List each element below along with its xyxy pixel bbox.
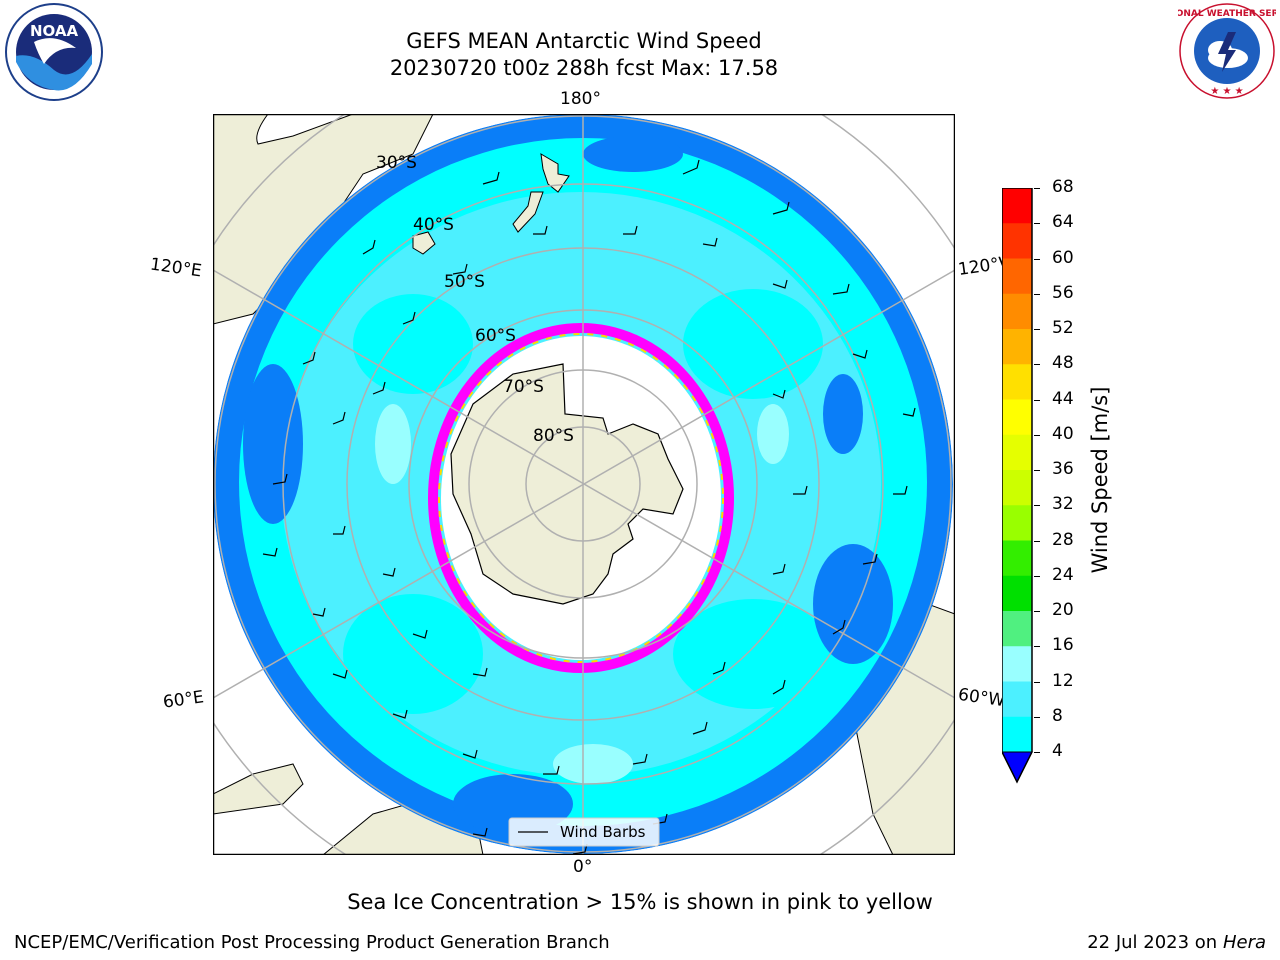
lon-label-60e: 60°E (161, 687, 206, 713)
polar-map: 30°S 40°S 50°S 60°S 70°S 80°S Wind Barbs (142, 43, 1024, 925)
colorbar-segment (1002, 646, 1032, 682)
lat-label-60s: 60°S (475, 326, 516, 346)
lat-label-30s: 30°S (376, 153, 417, 173)
land-antarctica (450, 363, 684, 605)
map-canvas: 30°S 40°S 50°S 60°S 70°S 80°S Wind Barbs (142, 43, 1024, 925)
colorbar-extend-triangle (1001, 751, 1033, 784)
footer-date: 22 Jul 2023 on Hera (1087, 932, 1266, 953)
colorbar-segment (1002, 575, 1032, 612)
colorbar-segment (1002, 258, 1032, 295)
colorbar-tick-mark (1034, 258, 1040, 260)
land-tasmania (412, 231, 436, 255)
colorbar-segment (1002, 540, 1032, 577)
colorbar-tick-label: 60 (1052, 247, 1074, 268)
colorbar-tick-mark (1034, 646, 1040, 648)
colorbar-tick-mark (1034, 716, 1040, 718)
nws-logo-text: NATIONAL WEATHER SERVICE (1178, 9, 1276, 19)
colorbar-segment (1002, 364, 1032, 400)
colorbar-tick-mark (1034, 681, 1040, 683)
colorbar-tick-mark (1034, 505, 1040, 507)
footer-date-text: 22 Jul 2023 on (1087, 932, 1223, 953)
legend-label: Wind Barbs (560, 823, 646, 841)
map-frame (212, 113, 956, 856)
sea-ice-note: Sea Ice Concentration > 15% is shown in … (347, 890, 933, 914)
colorbar-tick-mark (1034, 575, 1040, 577)
lat-label-40s: 40°S (413, 215, 454, 235)
noaa-logo-text: NOAA (30, 22, 79, 40)
colorbar-tick-label: 48 (1052, 353, 1074, 374)
colorbar-tick-mark (1034, 611, 1040, 612)
colorbar-segment (1002, 470, 1032, 506)
colorbar-tick-label: 20 (1052, 600, 1074, 620)
colorbar-label: Wind Speed [m/s] (1088, 386, 1112, 574)
chart-subtitle: 20230720 t00z 288h fcst Max: 17.58 (389, 56, 779, 80)
colorbar-segment (1002, 223, 1032, 259)
colorbar-tick-mark (1034, 223, 1040, 225)
lon-label-180: 180° (560, 89, 601, 109)
footer-credit: NCEP/EMC/Verification Post Processing Pr… (14, 932, 610, 953)
colorbar-svg (1001, 187, 1033, 784)
colorbar-tick-label: 68 (1052, 177, 1074, 197)
colorbar-ticks: 68 64 60 56 52 48 44 40 36 32 28 24 20 16 12 8 4 (1034, 0, 1094, 960)
colorbar-segment (1002, 611, 1032, 647)
colorbar-tick-mark (1034, 329, 1040, 330)
colorbar-segment (1002, 434, 1032, 471)
wind-barbs-legend: Wind Barbs (508, 817, 660, 847)
colorbar-tick-mark (1034, 399, 1040, 401)
colorbar-tick-mark (1034, 434, 1040, 436)
colorbar-tick-label: 32 (1052, 494, 1074, 515)
colorbar-tick-label: 40 (1052, 423, 1074, 444)
colorbar-tick-mark (1034, 470, 1040, 471)
colorbar (1001, 187, 1034, 784)
colorbar-tick-label: 64 (1052, 212, 1074, 233)
colorbar-segment (1002, 399, 1032, 436)
lon-label-120e: 120°E (148, 254, 203, 282)
colorbar-tick-label: 52 (1052, 318, 1074, 338)
colorbar-tick-mark (1034, 752, 1040, 753)
chart-title: GEFS MEAN Antarctic Wind Speed (406, 29, 762, 53)
colorbar-segment (1002, 293, 1032, 330)
noaa-logo: NOAA (4, 2, 104, 102)
colorbar-tick-mark (1034, 540, 1040, 542)
lon-label-0: 0° (573, 857, 593, 877)
colorbar-tick-label: 12 (1052, 670, 1074, 691)
lat-label-70s: 70°S (503, 377, 544, 397)
svg-text:★ ★ ★: ★ ★ ★ (1210, 86, 1243, 97)
colorbar-tick-label: 44 (1052, 388, 1074, 409)
colorbar-tick-label: 16 (1052, 635, 1074, 656)
sea-ice-edge (428, 323, 734, 673)
colorbar-segment (1002, 188, 1032, 224)
colorbar-tick-label: 36 (1052, 459, 1074, 479)
colorbar-tick-mark (1034, 293, 1040, 295)
colorbar-segment (1002, 716, 1032, 753)
wind-barbs (262, 159, 916, 855)
colorbar-tick-label: 8 (1052, 705, 1063, 726)
colorbar-tick-mark (1034, 364, 1040, 366)
colorbar-segment (1002, 329, 1032, 365)
colorbar-tick-label: 4 (1052, 741, 1063, 761)
colorbar-tick-mark (1034, 188, 1040, 189)
footer-host: Hera (1222, 932, 1266, 953)
lat-label-80s: 80°S (533, 426, 574, 446)
colorbar-frame (1001, 187, 1033, 784)
colorbar-segment (1002, 505, 1032, 541)
colorbar-tick-label: 28 (1052, 529, 1074, 550)
colorbar-tick-label: 24 (1052, 564, 1074, 585)
colorbar-segment (1002, 681, 1032, 718)
lat-label-50s: 50°S (444, 272, 485, 292)
colorbar-tick-label: 56 (1052, 282, 1074, 303)
lon-label-60w: 60°W (956, 684, 1007, 712)
nws-logo: NATIONAL WEATHER SERVICE ★ ★ ★ (1152, 2, 1280, 100)
